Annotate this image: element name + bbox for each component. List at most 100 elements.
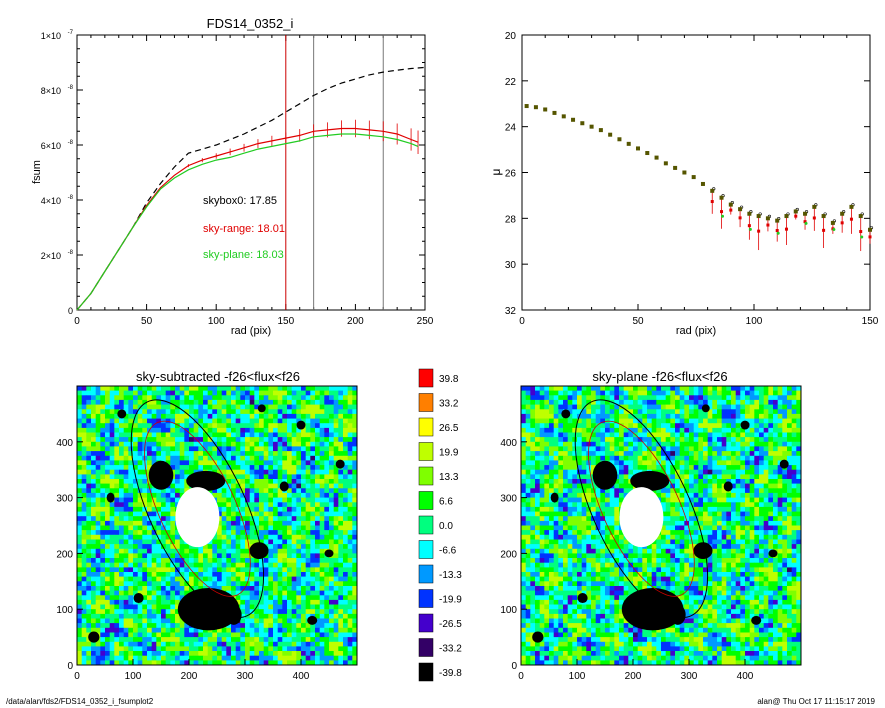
image-pixel [123, 530, 129, 536]
image-pixel [175, 530, 180, 536]
image-pixel [179, 474, 185, 480]
image-pixel [245, 544, 250, 550]
image-pixel [726, 460, 732, 466]
image-pixel [530, 409, 536, 415]
image-pixel [235, 581, 241, 587]
image-pixel [142, 646, 148, 652]
image-pixel [109, 576, 115, 582]
image-pixel [782, 404, 788, 410]
image-pixel [231, 483, 236, 489]
colorbar-label: -13.3 [439, 570, 462, 581]
image-pixel [217, 660, 222, 666]
image-pixel [763, 413, 769, 419]
image-pixel [651, 413, 657, 419]
galaxy-core [175, 487, 220, 548]
image-pixel [245, 469, 250, 475]
image-pixel [352, 441, 358, 447]
image-pixel [347, 548, 353, 554]
image-pixel [721, 413, 727, 419]
image-pixel [128, 576, 134, 582]
image-pixel [310, 390, 316, 396]
image-pixel [333, 613, 339, 619]
image-pixel [287, 404, 292, 410]
image-pixel [114, 613, 120, 619]
image-pixel [343, 534, 348, 540]
image-pixel [179, 390, 185, 396]
image-pixel [259, 506, 264, 512]
image-pixel [240, 641, 246, 647]
image-pixel [184, 413, 190, 419]
image-pixel [693, 395, 699, 401]
image-pixel [310, 399, 316, 405]
image-pixel [245, 460, 250, 466]
image-pixel [291, 427, 297, 433]
image-pixel [656, 432, 662, 438]
image-pixel [109, 409, 115, 415]
image-pixel [549, 446, 554, 452]
image-pixel [109, 651, 115, 656]
image-pixel [114, 609, 120, 615]
image-pixel [282, 455, 288, 461]
image-pixel [203, 427, 208, 433]
image-pixel [226, 516, 232, 522]
image-pixel [343, 437, 348, 443]
image-pixel [268, 534, 274, 540]
image-pixel [707, 427, 713, 433]
image-pixel [329, 520, 334, 526]
image-pixel [77, 567, 82, 573]
image-pixel [305, 562, 311, 568]
image-pixel [605, 427, 610, 433]
image-pixel [142, 469, 148, 475]
image-pixel [263, 423, 269, 429]
image-pixel [86, 511, 92, 517]
image-pixel [352, 637, 358, 643]
image-pixel [77, 586, 82, 591]
image-pixel [651, 437, 657, 443]
image-pixel [175, 604, 180, 610]
image-pixel [619, 455, 624, 461]
image-pixel [203, 446, 208, 452]
image-pixel [221, 637, 227, 643]
image-pixel [77, 516, 82, 522]
image-pixel [768, 395, 774, 401]
image-pixel [329, 595, 334, 601]
image-pixel [221, 544, 227, 550]
image-pixel [207, 576, 213, 582]
image-pixel [179, 465, 185, 471]
image-pixel [263, 451, 269, 457]
mu-point-red [747, 224, 751, 228]
image-pixel [77, 637, 82, 643]
masked-source [186, 470, 226, 491]
image-pixel [310, 469, 316, 475]
image-pixel [128, 488, 134, 494]
image-pixel [352, 386, 358, 391]
image-pixel [324, 520, 330, 526]
image-pixel [226, 469, 232, 475]
image-pixel [324, 399, 330, 405]
image-pixel [282, 655, 288, 661]
image-pixel [254, 409, 260, 415]
image-pixel [203, 451, 208, 457]
image-pixel [114, 562, 120, 568]
image-pixel [100, 520, 106, 526]
image-pixel [105, 646, 110, 652]
image-pixel [352, 581, 358, 587]
image-pixel [656, 399, 662, 405]
image-pixel [268, 646, 274, 652]
mu-point [589, 124, 594, 129]
image-pixel [703, 432, 708, 438]
image-pixel [175, 586, 180, 591]
image-pixel [273, 427, 278, 433]
image-pixel [249, 558, 255, 563]
image-pixel [175, 553, 180, 559]
image-pixel [277, 432, 283, 438]
image-pixel [119, 488, 124, 494]
image-pixel [198, 390, 204, 396]
image-pixel [595, 460, 601, 466]
image-pixel [338, 595, 344, 601]
image-pixel [329, 637, 334, 643]
image-pixel [147, 562, 152, 568]
image-pixel [338, 469, 344, 475]
image-pixel [249, 562, 255, 568]
mu-point [700, 181, 705, 186]
